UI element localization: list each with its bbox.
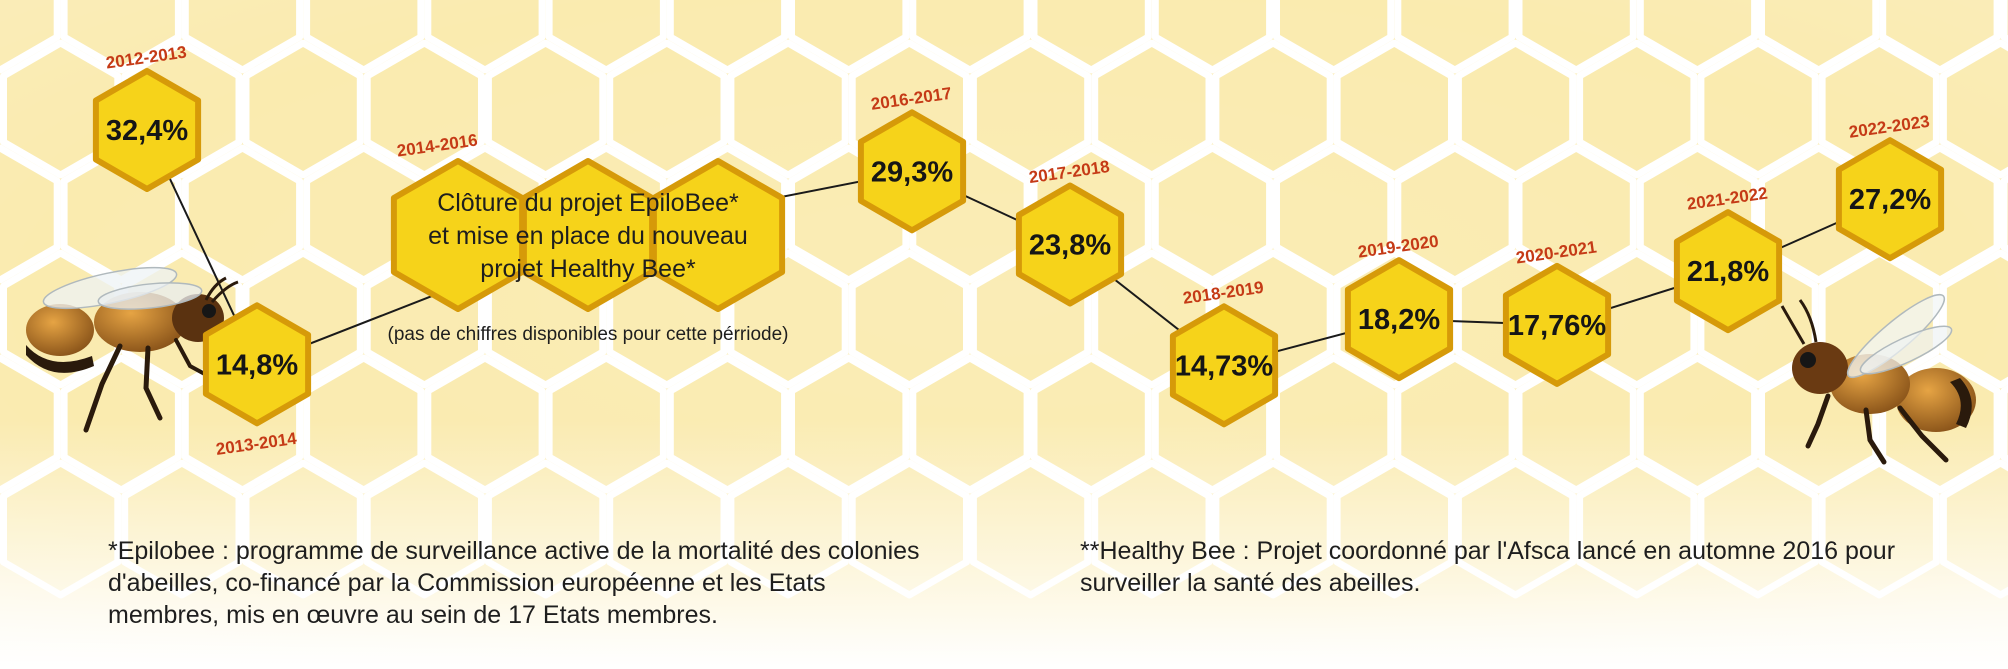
honeycomb-cell bbox=[303, 0, 425, 74]
honeycomb-cell bbox=[545, 0, 667, 74]
honeycomb-cell bbox=[363, 39, 485, 179]
data-point-hexagon bbox=[857, 109, 967, 234]
data-point-hexagon bbox=[1835, 137, 1945, 262]
honeycomb-cell bbox=[1091, 39, 1213, 179]
data-point-hexagon bbox=[1673, 209, 1783, 334]
honeycomb-cell bbox=[424, 0, 546, 74]
data-label: 17,76% bbox=[1508, 310, 1607, 342]
footnote-healthy-bee: **Healthy Bee : Projet coordonné par l'A… bbox=[1080, 537, 1896, 597]
honeycomb-cell bbox=[666, 0, 789, 74]
honeycomb-cell bbox=[1212, 39, 1334, 179]
honeycomb-cell bbox=[1879, 0, 2001, 74]
bee-left-image bbox=[26, 266, 239, 433]
honeycomb-cell bbox=[0, 144, 61, 284]
no-data-text-line-3: projet Healthy Bee* bbox=[480, 255, 696, 283]
honeycomb-cell bbox=[2000, 0, 2008, 44]
data-label: 21,8% bbox=[1687, 256, 1769, 288]
honeycomb-cell bbox=[1939, 249, 2008, 389]
data-points: 32,4%2012-201314,8%2013-201429,3%2016-20… bbox=[92, 42, 1945, 459]
no-data-hexagon bbox=[650, 158, 786, 312]
bee-right-image bbox=[1780, 293, 1976, 465]
honeycomb-cell bbox=[2000, 174, 2008, 254]
honeycomb-cell bbox=[1333, 39, 1455, 179]
data-point-hexagon bbox=[202, 302, 312, 427]
honeycomb-cell bbox=[909, 0, 1031, 74]
honeycomb-cell bbox=[606, 39, 728, 179]
honeycomb-cell bbox=[1151, 0, 1274, 74]
honeycomb-cell bbox=[1394, 144, 1516, 284]
data-label: 27,2% bbox=[1849, 184, 1931, 216]
data-label: 14,8% bbox=[216, 349, 298, 381]
data-point-hexagon bbox=[1169, 303, 1279, 428]
no-data-hexagons bbox=[390, 158, 786, 312]
honeycomb-cell bbox=[1758, 0, 1880, 74]
honeycomb-cell bbox=[1636, 0, 1759, 74]
footnote-epilobee: *Epilobee : programme de surveillance ac… bbox=[108, 537, 920, 629]
honeycomb-cell bbox=[1576, 39, 1698, 179]
data-point-hexagon bbox=[92, 68, 202, 192]
honeycomb-cell bbox=[727, 39, 849, 179]
honeycomb-cell bbox=[1030, 0, 1152, 74]
honeycomb-cell bbox=[181, 0, 304, 74]
honeycomb-cell bbox=[181, 144, 304, 284]
honeycomb-cell bbox=[60, 0, 182, 74]
data-label: 32,4% bbox=[106, 115, 188, 147]
no-data-period: 2014-2016 Clôture du projet EpiloBee* et… bbox=[388, 130, 789, 345]
honeycomb-cell bbox=[484, 39, 607, 179]
background-fade bbox=[0, 420, 2008, 669]
honeycomb-cell bbox=[1454, 39, 1577, 179]
data-label: 14,73% bbox=[1175, 350, 1274, 382]
data-label: 29,3% bbox=[871, 156, 953, 188]
honeycomb-cell bbox=[1273, 144, 1395, 284]
honeycomb-cell bbox=[1939, 39, 2008, 179]
honeycomb-cell bbox=[1394, 0, 1516, 74]
honeycomb-cell bbox=[0, 0, 61, 74]
data-point-hexagon bbox=[1502, 262, 1612, 387]
honeycomb-cell bbox=[1151, 144, 1274, 284]
honeycomb-cell bbox=[848, 249, 970, 389]
honeycomb-cell bbox=[969, 39, 1092, 179]
honeycomb-cell bbox=[1273, 0, 1395, 74]
data-point-hexagon bbox=[1344, 257, 1454, 382]
honeycomb-cell bbox=[1697, 39, 1819, 179]
honeycomb-cell bbox=[1515, 0, 1637, 74]
no-data-note: (pas de chiffres disponibles pour cette … bbox=[388, 324, 789, 345]
data-label: 18,2% bbox=[1358, 304, 1440, 336]
honeycomb-cell bbox=[0, 39, 122, 179]
honeycomb-cell bbox=[242, 39, 364, 179]
no-data-text-line-1: Clôture du projet EpiloBee* bbox=[437, 189, 739, 217]
no-data-text-line-2: et mise en place du nouveau bbox=[428, 222, 748, 250]
honeycomb-cell bbox=[788, 0, 910, 74]
data-label: 23,8% bbox=[1029, 230, 1111, 262]
data-point-hexagon bbox=[1015, 182, 1125, 307]
